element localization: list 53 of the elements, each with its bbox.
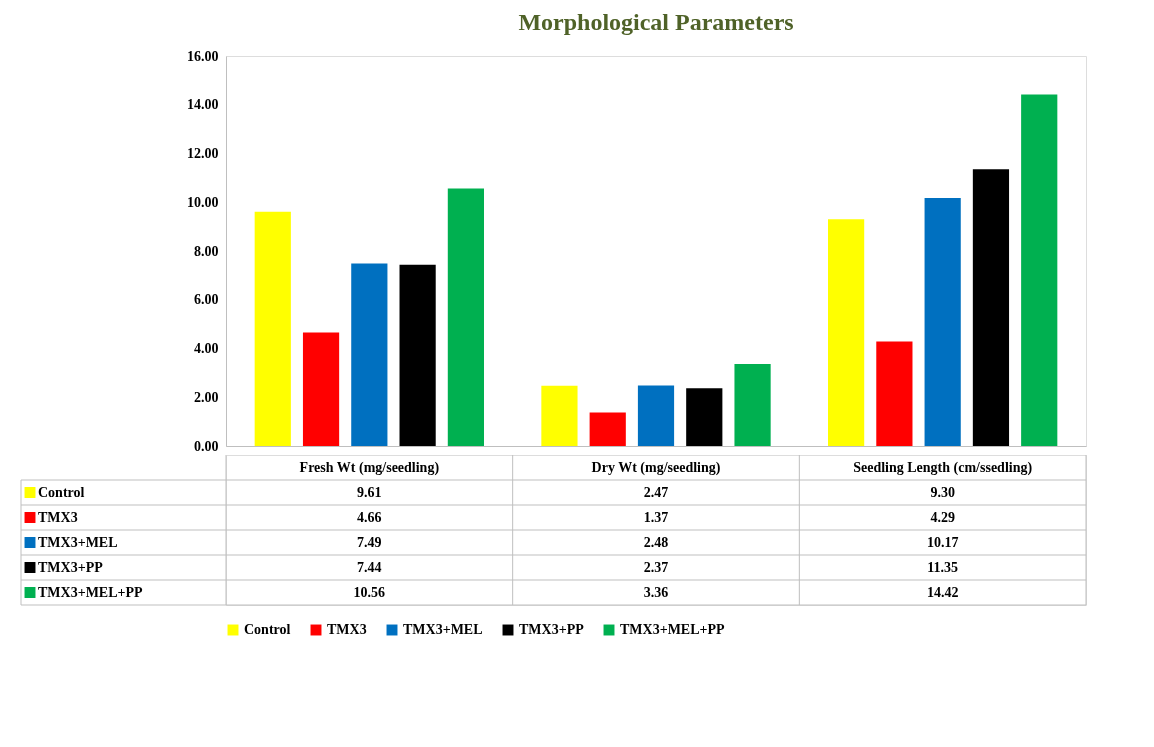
y-tick-label: 6.00 xyxy=(194,292,219,308)
data-label: 7.49 xyxy=(357,534,382,550)
data-label: 10.17 xyxy=(926,534,959,550)
bar xyxy=(351,263,388,446)
legend-label: TMX3+MEL xyxy=(403,622,483,637)
bar xyxy=(686,388,723,446)
bar xyxy=(828,219,865,446)
y-tick-label: 12.00 xyxy=(187,146,219,161)
bar xyxy=(637,385,675,446)
bar xyxy=(589,412,626,446)
text: TMX3 xyxy=(38,509,78,525)
bar xyxy=(447,188,484,446)
data-label: 4.29 xyxy=(930,509,955,525)
x-tick-label: Dry Wt (mg/seedling) xyxy=(591,459,721,476)
data-label: 2.47 xyxy=(643,484,669,500)
legend-label: TMX3+MEL+PP xyxy=(620,622,726,637)
data-label: 2.37 xyxy=(643,559,669,575)
bar xyxy=(924,198,961,446)
x-tick-label: Seedling Length (cm/ssedling) xyxy=(853,459,1033,476)
bar xyxy=(399,264,436,446)
y-tick-label: 4.00 xyxy=(194,341,219,356)
bar xyxy=(972,169,1010,446)
data-label: 11.35 xyxy=(927,559,959,575)
bar xyxy=(876,341,913,446)
data-label: 9.30 xyxy=(930,484,955,500)
legend-label: TMX3 xyxy=(327,622,367,637)
data-label: 14.42 xyxy=(926,584,959,600)
bar xyxy=(254,211,291,446)
data-label: 2.48 xyxy=(643,534,669,550)
data-label: 10.56 xyxy=(353,584,386,600)
x-tick-label: Fresh Wt (mg/seedling) xyxy=(299,459,440,476)
y-tick-label: 16.00 xyxy=(187,48,219,64)
y-tick-label: 2.00 xyxy=(194,389,219,405)
y-tick-label: 14.00 xyxy=(187,97,219,113)
data-label: 4.66 xyxy=(357,509,382,525)
data-label: 7.44 xyxy=(357,559,382,575)
bar xyxy=(1021,94,1058,446)
chart-title: Morphological Parameters xyxy=(518,9,794,35)
y-tick-label: 0.00 xyxy=(194,438,219,454)
text: TMX3+MEL+PP xyxy=(38,584,143,600)
bar xyxy=(734,364,771,446)
y-tick-label: 10.00 xyxy=(187,194,219,210)
legend-label: Control xyxy=(38,484,85,500)
data-label: 9.61 xyxy=(357,484,382,500)
data-label: 3.36 xyxy=(643,584,669,600)
bar xyxy=(302,332,340,446)
bar xyxy=(541,385,578,446)
data-label: 1.37 xyxy=(643,509,669,525)
legend-label: TMX3+PP xyxy=(519,622,585,637)
text: TMX3+MEL xyxy=(38,534,118,550)
text: TMX3+PP xyxy=(38,559,103,575)
text: Control xyxy=(244,622,291,637)
y-tick-label: 8.00 xyxy=(194,243,219,259)
